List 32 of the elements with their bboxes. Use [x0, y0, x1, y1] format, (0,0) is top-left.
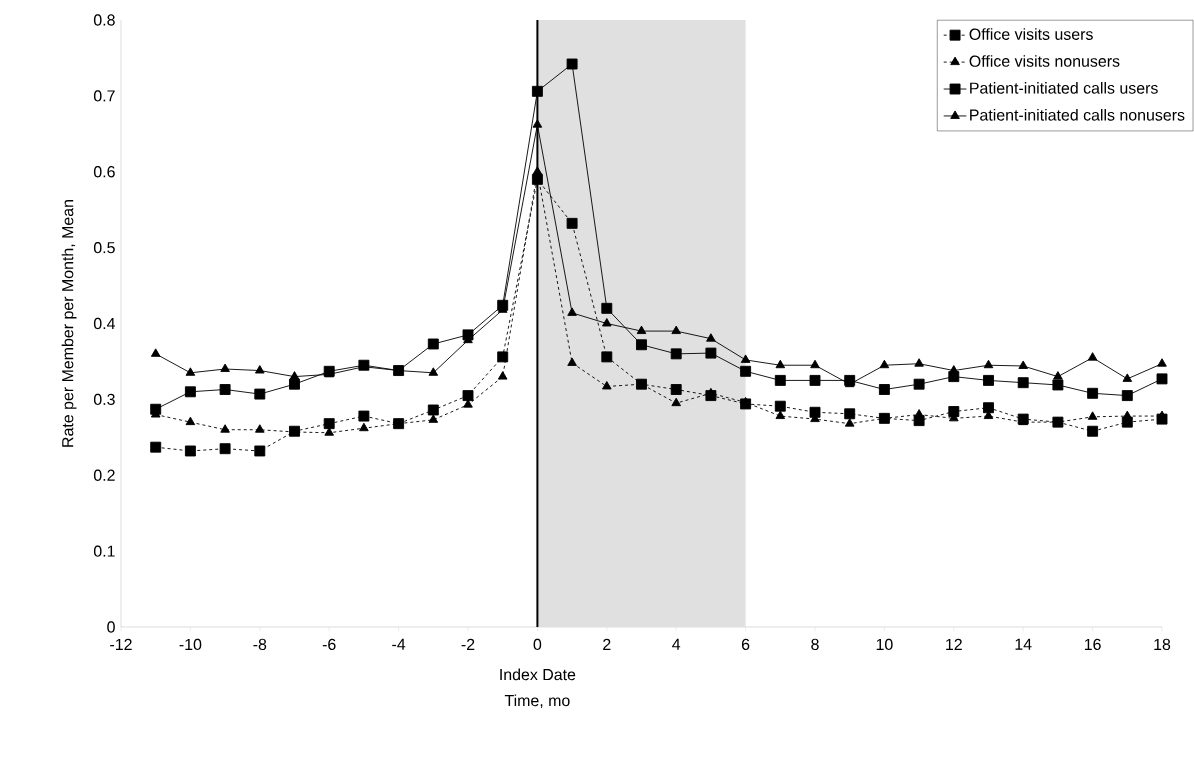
x-tick-label: 10: [876, 638, 893, 651]
legend-label: Patient-initiated calls users: [970, 82, 1158, 94]
text: Index Date: [500, 668, 576, 681]
x-tick-label: 8: [811, 638, 819, 651]
x-tick-label: 14: [1015, 638, 1032, 650]
legend-label: Office visits nonusers: [969, 55, 1120, 67]
x-tick-label: 18: [1154, 638, 1171, 651]
x-tick-label: 2: [603, 638, 611, 650]
y-tick-label: 0.4: [93, 317, 116, 330]
y-tick-label: 0.8: [93, 14, 115, 26]
y-tick-label: 0.1: [93, 545, 115, 557]
x-tick-label: -2: [461, 638, 475, 650]
x-tick-label: -4: [392, 638, 406, 650]
legend-label: Office visits users: [969, 28, 1093, 40]
x-tick-label: 0: [533, 638, 542, 651]
y-tick-label: 0.3: [93, 393, 115, 406]
x-tick-label: -8: [253, 638, 267, 651]
y-tick-label: 0.6: [93, 166, 115, 178]
x-tick-label: -12: [110, 638, 132, 650]
y-tick-label: 0.5: [93, 241, 115, 254]
x-tick-label: -6: [322, 638, 336, 651]
y-axis-title: Rate per Member per Month, Mean: [61, 200, 77, 447]
x-tick-label: -10: [179, 638, 202, 651]
x-tick-label: 12: [946, 638, 962, 650]
x-axis-title: Time, mo: [504, 694, 570, 709]
legend-label: Patient-initiated calls nonusers: [970, 108, 1185, 121]
x-tick-label: 16: [1084, 638, 1101, 651]
y-tick-label: 0: [107, 621, 115, 633]
y-tick-label: 0.7: [93, 90, 115, 102]
y-tick-label: 0.2: [93, 469, 115, 481]
x-tick-label: 6: [741, 638, 750, 651]
x-tick-label: 4: [672, 638, 681, 650]
